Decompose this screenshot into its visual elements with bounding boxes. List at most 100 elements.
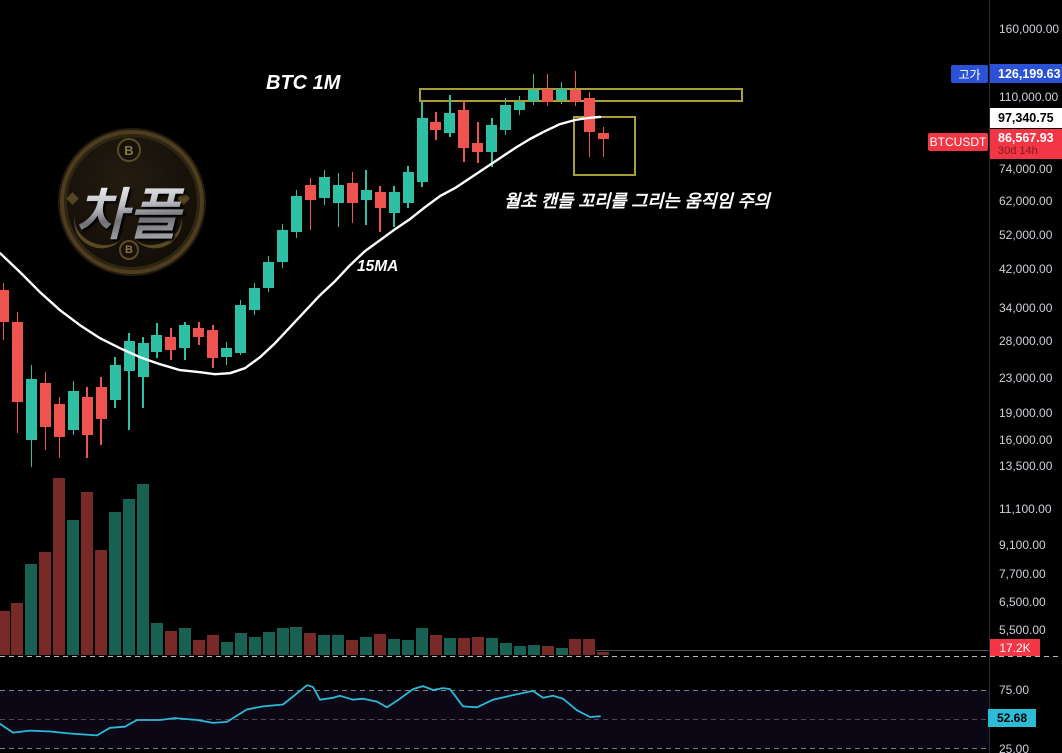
high-price-badge[interactable]: 126,199.63 (990, 64, 1062, 83)
volume-bar (457, 638, 470, 655)
volume-layer (0, 477, 610, 655)
pane-separator[interactable] (0, 656, 1062, 657)
volume-bar (346, 639, 359, 655)
candle (332, 185, 344, 204)
volume-bar (332, 634, 345, 655)
candle (472, 143, 484, 153)
candle (67, 391, 79, 431)
candle (207, 330, 219, 359)
price-axis-label: 52,000.00 (999, 228, 1053, 242)
price-axis[interactable]: 160,000.00 110,000.00 74,000.00 62,000.00 52… (990, 0, 1062, 656)
candle (528, 90, 540, 101)
price-axis-label: 16,000.00 (999, 433, 1053, 447)
candle-wick (532, 74, 535, 106)
ma-price-badge: 97,340.75 (990, 108, 1062, 128)
volume-bar (541, 645, 554, 655)
volume-bar (109, 512, 122, 655)
candle (235, 305, 247, 354)
volume-bar (360, 637, 373, 655)
ma-label: 15MA (357, 258, 399, 275)
price-axis-label: 23,000.00 (999, 371, 1053, 385)
candle (11, 322, 23, 403)
watermark-text: 차플 (42, 170, 214, 251)
price-axis-label: 110,000.00 (999, 90, 1059, 104)
candle (486, 125, 498, 153)
candle (500, 105, 512, 131)
high-price-tab[interactable]: 고가 (951, 65, 988, 83)
volume-bar (597, 651, 610, 655)
candle (221, 348, 233, 358)
candle (263, 262, 275, 289)
volume-bar (150, 623, 163, 655)
candle (556, 89, 567, 101)
candle (249, 288, 261, 311)
volume-bar (443, 638, 456, 655)
candle-wick (379, 186, 381, 233)
ma-line (0, 115, 602, 376)
candle (583, 98, 595, 133)
price-axis-label: 7,700.00 (999, 567, 1046, 581)
candle-wick (602, 127, 605, 158)
indicator-axis-label: 75.00 (999, 683, 1030, 697)
volume-bar (388, 638, 401, 655)
symbol-tab[interactable]: BTCUSDT (928, 133, 988, 151)
candle (290, 196, 302, 233)
price-axis-label: 5,500.00 (999, 623, 1046, 637)
candle (388, 192, 400, 214)
channel-logo-watermark: B B 차플 (56, 126, 204, 274)
volume-bar (248, 637, 261, 655)
last-price-badge[interactable]: 86,567.93 30d 14h (990, 129, 1062, 159)
candle (514, 102, 526, 111)
volume-bar (513, 645, 526, 655)
candle (346, 183, 358, 204)
candle-countdown: 30d 14h (998, 145, 1038, 157)
volume-bar (416, 627, 428, 655)
volume-bar (11, 602, 24, 655)
candle (416, 118, 428, 183)
warning-zone-box[interactable] (573, 116, 636, 176)
candle (95, 387, 107, 420)
candle (39, 383, 51, 428)
volume-bar (192, 639, 205, 655)
volume-bar (290, 627, 303, 655)
candle (179, 325, 191, 349)
volume-bar (555, 648, 568, 655)
volume-bar (206, 634, 219, 655)
candle (430, 122, 442, 131)
candle (109, 365, 121, 401)
volume-bar (485, 638, 498, 655)
price-axis-label: 11,100.00 (999, 502, 1052, 516)
volume-bar (318, 634, 331, 655)
last-price-value: 86,567.93 (998, 131, 1054, 145)
candle (165, 337, 177, 351)
volume-bar (67, 519, 80, 655)
candle (444, 113, 456, 134)
volume-bar (276, 627, 289, 655)
volume-baseline (596, 650, 989, 651)
resistance-zone-box[interactable] (419, 88, 743, 102)
volume-bar (471, 637, 484, 655)
candle (0, 290, 9, 323)
volume-bar (123, 498, 136, 655)
axis-divider (989, 0, 990, 753)
price-axis-label: 42,000.00 (999, 262, 1053, 276)
volume-bar (164, 630, 177, 655)
volume-bar (429, 634, 442, 655)
volume-bar (25, 564, 38, 655)
candle (123, 341, 135, 372)
indicator-axis-label: 25.00 (999, 742, 1030, 753)
price-axis-label: 6,500.00 (999, 595, 1046, 609)
volume-badge: 17.2K (990, 639, 1040, 656)
candle (193, 328, 205, 338)
volume-bar (262, 631, 275, 655)
candle (569, 90, 581, 103)
candle-wick (477, 122, 479, 164)
volume-bar (527, 645, 540, 655)
indicator-axis[interactable]: 75.00 25.00 (990, 657, 1062, 753)
candle (318, 177, 330, 199)
candle (277, 230, 288, 263)
rsi-line (0, 684, 601, 737)
rsi-middle-band (0, 719, 989, 720)
rsi-upper-band (0, 690, 989, 691)
